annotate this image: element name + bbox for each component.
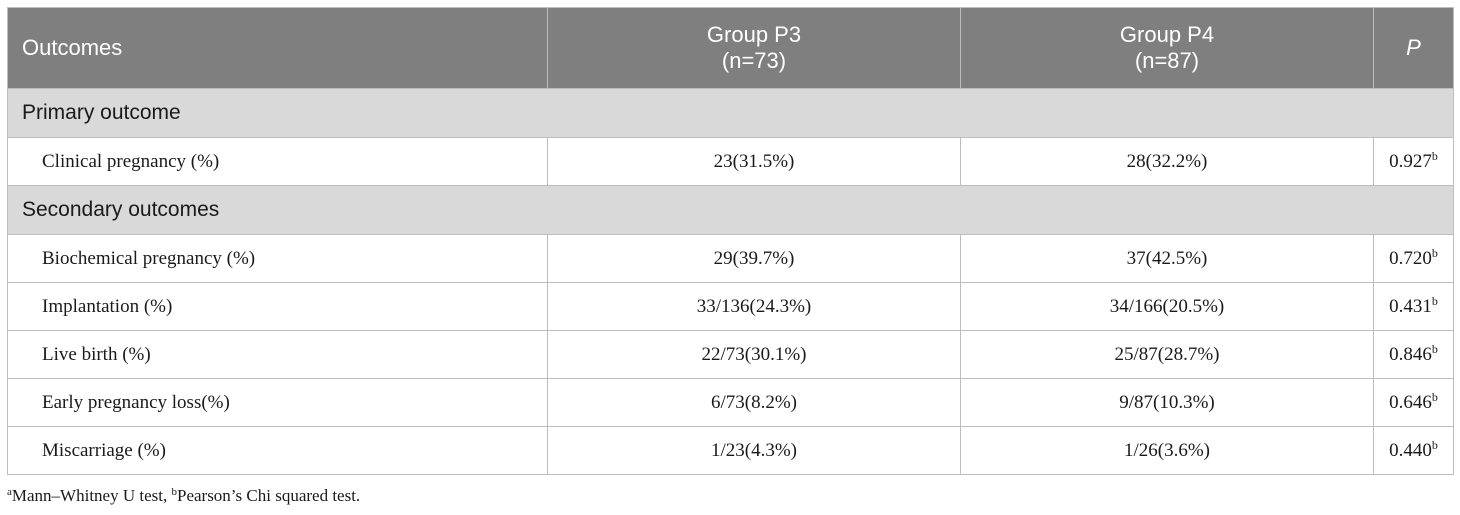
group-p4-value: 1/26(3.6%) (960, 426, 1374, 475)
section-title: Secondary outcomes (7, 185, 1454, 235)
footnote-mark-a: a (7, 486, 12, 498)
row-label: Biochemical pregnancy (%) (7, 234, 548, 283)
row-label: Early pregnancy loss(%) (7, 378, 548, 427)
group-p3-value: 6/73(8.2%) (547, 378, 961, 427)
p-value-footnote-mark: b (1431, 437, 1438, 452)
p-value-footnote-mark: b (1431, 148, 1438, 163)
p-value: 0.927 (1389, 150, 1432, 172)
row-label: Implantation (%) (7, 282, 548, 331)
group-p4-value: 34/166(20.5%) (960, 282, 1374, 331)
header-group-p3: Group P3 (n=73) (547, 7, 961, 89)
section-row-primary: Primary outcome (7, 88, 1454, 138)
table-row: Biochemical pregnancy (%) 29(39.7%) 37(4… (7, 234, 1454, 283)
footnote-b-text: Pearson’s Chi squared test. (176, 486, 361, 505)
p-value-cell: 0.431b (1373, 282, 1454, 331)
p-value: 0.720 (1389, 247, 1432, 269)
footnote-mark-b: b (171, 486, 177, 498)
group-p3-value: 33/136(24.3%) (547, 282, 961, 331)
table-row: Early pregnancy loss(%) 6/73(8.2%) 9/87(… (7, 378, 1454, 427)
p-value: 0.431 (1389, 295, 1432, 317)
row-label: Live birth (%) (7, 330, 548, 379)
table-row: Clinical pregnancy (%) 23(31.5%) 28(32.2… (7, 137, 1454, 186)
outcomes-table: Outcomes Group P3 (n=73) Group P4 (n=87)… (7, 7, 1454, 475)
header-row: Outcomes Group P3 (n=73) Group P4 (n=87)… (7, 7, 1454, 89)
p-value-cell: 0.440b (1373, 426, 1454, 475)
row-label: Clinical pregnancy (%) (7, 137, 548, 186)
footnote-a-text: Mann–Whitney U test, (11, 486, 172, 505)
header-group-p3-name: Group P3 (706, 22, 802, 47)
group-p4-value: 28(32.2%) (960, 137, 1374, 186)
group-p4-value: 25/87(28.7%) (960, 330, 1374, 379)
table-row: Miscarriage (%) 1/23(4.3%) 1/26(3.6%) 0.… (7, 426, 1454, 475)
group-p4-value: 9/87(10.3%) (960, 378, 1374, 427)
section-title: Primary outcome (7, 88, 1454, 138)
group-p3-value: 23(31.5%) (547, 137, 961, 186)
p-value: 0.440 (1389, 439, 1432, 461)
header-group-p4-name: Group P4 (1119, 22, 1215, 47)
table-row: Live birth (%) 22/73(30.1%) 25/87(28.7%)… (7, 330, 1454, 379)
header-group-p4: Group P4 (n=87) (960, 7, 1374, 89)
header-outcomes: Outcomes (7, 7, 548, 89)
p-value-footnote-mark: b (1431, 341, 1438, 356)
p-value: 0.846 (1389, 343, 1432, 365)
group-p3-value: 1/23(4.3%) (547, 426, 961, 475)
p-value-cell: 0.720b (1373, 234, 1454, 283)
header-group-p4-n: (n=87) (1134, 48, 1200, 73)
header-p-value: P (1373, 7, 1454, 89)
p-value-cell: 0.646b (1373, 378, 1454, 427)
p-value-footnote-mark: b (1431, 245, 1438, 260)
row-label: Miscarriage (%) (7, 426, 548, 475)
p-value-cell: 0.846b (1373, 330, 1454, 379)
table-footnote: aMann–Whitney U test, bPearson’s Chi squ… (7, 486, 360, 506)
section-row-secondary: Secondary outcomes (7, 185, 1454, 235)
table-row: Implantation (%) 33/136(24.3%) 34/166(20… (7, 282, 1454, 331)
group-p3-value: 29(39.7%) (547, 234, 961, 283)
p-value-footnote-mark: b (1431, 293, 1438, 308)
group-p4-value: 37(42.5%) (960, 234, 1374, 283)
p-value-footnote-mark: b (1431, 389, 1438, 404)
group-p3-value: 22/73(30.1%) (547, 330, 961, 379)
header-group-p3-n: (n=73) (721, 48, 787, 73)
p-value-cell: 0.927b (1373, 137, 1454, 186)
p-value: 0.646 (1389, 391, 1432, 413)
